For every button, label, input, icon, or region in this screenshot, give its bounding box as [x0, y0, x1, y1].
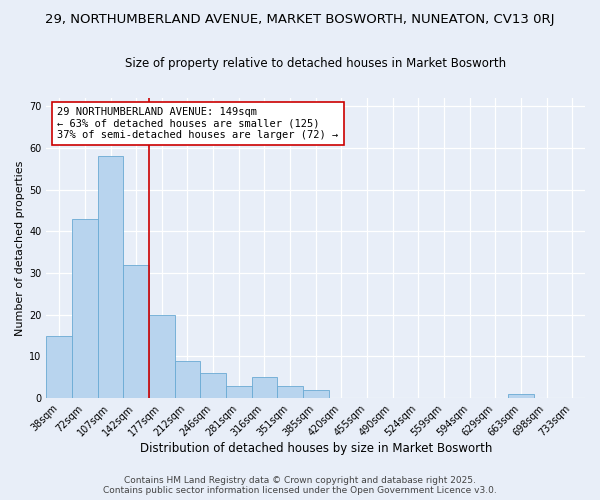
X-axis label: Distribution of detached houses by size in Market Bosworth: Distribution of detached houses by size … — [140, 442, 492, 455]
Y-axis label: Number of detached properties: Number of detached properties — [15, 160, 25, 336]
Text: 29 NORTHUMBERLAND AVENUE: 149sqm
← 63% of detached houses are smaller (125)
37% : 29 NORTHUMBERLAND AVENUE: 149sqm ← 63% o… — [57, 107, 338, 140]
Text: 29, NORTHUMBERLAND AVENUE, MARKET BOSWORTH, NUNEATON, CV13 0RJ: 29, NORTHUMBERLAND AVENUE, MARKET BOSWOR… — [45, 12, 555, 26]
Bar — [124, 264, 149, 398]
Bar — [149, 314, 175, 398]
Bar — [175, 360, 200, 398]
Bar — [98, 156, 124, 398]
Bar — [251, 377, 277, 398]
Bar — [226, 386, 251, 398]
Title: Size of property relative to detached houses in Market Bosworth: Size of property relative to detached ho… — [125, 58, 506, 70]
Bar — [72, 219, 98, 398]
Bar — [277, 386, 303, 398]
Bar — [46, 336, 72, 398]
Text: Contains HM Land Registry data © Crown copyright and database right 2025.
Contai: Contains HM Land Registry data © Crown c… — [103, 476, 497, 495]
Bar — [200, 373, 226, 398]
Bar — [508, 394, 534, 398]
Bar — [303, 390, 329, 398]
